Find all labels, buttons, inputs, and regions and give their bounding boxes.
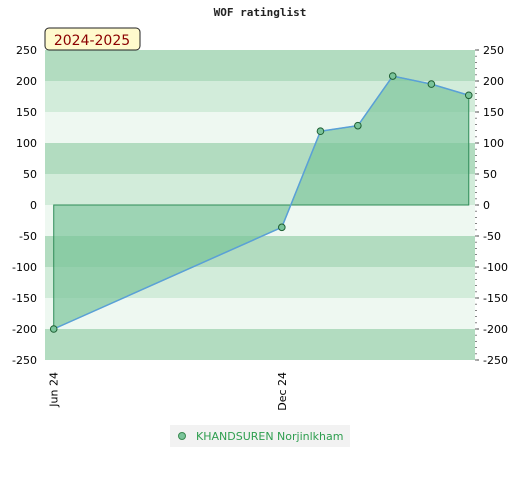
y-tick-label-right: -250 — [483, 354, 508, 367]
data-point[interactable] — [464, 91, 473, 100]
y-tick-label-right: -150 — [483, 292, 508, 305]
grid-band — [45, 298, 475, 314]
season-label: 2024-2025 — [54, 33, 130, 49]
y-tick-label-right: 0 — [483, 199, 490, 212]
legend-box — [170, 425, 350, 447]
y-tick-label-left: 250 — [16, 44, 37, 57]
y-tick-label-right: -100 — [483, 261, 508, 274]
y-tick-label-right: 150 — [483, 106, 504, 119]
y-tick-label-left: -200 — [12, 323, 37, 336]
y-tick-label-left: -50 — [19, 230, 37, 243]
y-tick-label-right: 200 — [483, 75, 504, 88]
y-tick-label-left: 0 — [30, 199, 37, 212]
legend-marker — [178, 432, 186, 440]
axes: 250 250 200 200 150 150 100 100 50 50 0 0 -50 -50 -100… — [12, 44, 508, 411]
data-points — [49, 72, 473, 333]
y-tick-label-right: -50 — [483, 230, 501, 243]
y-tick-label-left: -250 — [12, 354, 37, 367]
grid-band — [45, 65, 475, 81]
grid-band — [45, 313, 475, 329]
data-point[interactable] — [278, 223, 286, 232]
chart-title: WOF ratinglist — [214, 6, 307, 19]
data-point[interactable] — [49, 325, 58, 333]
y-tick-label-left: -100 — [12, 261, 37, 274]
y-tick-label-right: -200 — [483, 323, 508, 336]
grid-band — [45, 329, 475, 345]
y-tick-label-left: 200 — [16, 75, 37, 88]
y-tick-label-left: 100 — [16, 137, 37, 150]
grid-band — [45, 50, 475, 66]
y-tick-label-left: 50 — [23, 168, 37, 181]
legend-series-name[interactable]: KHANDSUREN Norjinlkham — [196, 430, 343, 443]
data-point[interactable] — [388, 72, 397, 80]
data-point[interactable] — [427, 80, 436, 88]
grid-band — [45, 282, 475, 298]
grid-band — [45, 344, 475, 360]
x-tick-label: Jun 24 — [48, 372, 61, 408]
grid-band — [45, 81, 475, 97]
legend: KHANDSUREN Norjinlkham — [170, 425, 350, 447]
y-tick-label-right: 250 — [483, 44, 504, 57]
data-point[interactable] — [316, 127, 325, 136]
y-tick-label-left: -150 — [12, 292, 37, 305]
y-tick-label-right: 100 — [483, 137, 504, 150]
data-point[interactable] — [354, 121, 362, 130]
season-badge: 2024-2025 — [44, 27, 141, 51]
y-tick-label-right: 50 — [483, 168, 497, 181]
season-badge-box — [44, 27, 141, 51]
grid-band — [45, 96, 475, 112]
y-tick-label-left: 150 — [16, 106, 37, 119]
x-tick-label: Dec 24 — [276, 372, 289, 411]
